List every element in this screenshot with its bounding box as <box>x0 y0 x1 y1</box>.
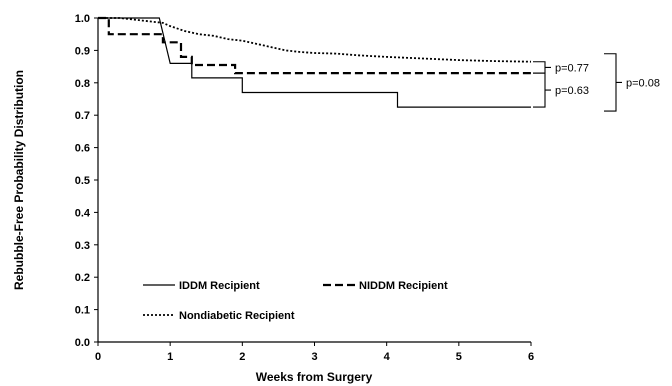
p-value-brackets: p=0.77 p=0.63 p=0.08 <box>533 53 660 112</box>
x-ticks: 0 1 2 3 4 5 6 <box>95 342 534 363</box>
x-axis-title: Weeks from Surgery <box>256 370 373 384</box>
y-tick-label: 0.1 <box>75 305 90 317</box>
x-tick-label: 1 <box>167 351 173 363</box>
p-bracket-3 <box>604 53 622 112</box>
y-ticks: 0.0 0.1 0.2 0.3 0.4 0.5 0.6 0.7 0.8 0.9 1.0 <box>75 13 98 349</box>
p-bracket-1 <box>533 61 551 74</box>
y-tick-label: 0.4 <box>75 207 91 219</box>
legend-label-niddm-recipient: NIDDM Recipient <box>359 280 448 292</box>
y-tick-label: 0.0 <box>75 337 90 349</box>
series-line-niddm-recipient <box>98 16 531 75</box>
p-value-label-2: p=0.63 <box>555 85 589 97</box>
x-tick-label: 3 <box>311 351 317 363</box>
y-tick-label: 0.7 <box>75 110 90 122</box>
y-tick-label: 0.2 <box>75 272 90 284</box>
y-tick-label: 0.3 <box>75 240 90 252</box>
y-tick-label: 0.5 <box>75 175 90 187</box>
x-tick-label: 2 <box>239 351 245 363</box>
x-tick-label: 6 <box>528 351 534 363</box>
p-value-label-3: p=0.08 <box>626 77 660 89</box>
y-tick-label: 0.6 <box>75 143 90 155</box>
series-line-nondiabetic-recipient <box>98 17 532 63</box>
x-tick-label: 4 <box>384 351 391 363</box>
p-bracket-2 <box>533 72 551 108</box>
y-tick-label: 0.8 <box>75 78 90 90</box>
y-tick-label: 1.0 <box>75 13 90 25</box>
p-value-label-1: p=0.77 <box>555 62 589 74</box>
axes <box>97 18 531 343</box>
legend-label-nondiabetic-recipient: Nondiabetic Recipient <box>179 310 295 322</box>
legend: IDDM Recipient NIDDM Recipient Nondiabetic… <box>143 280 448 322</box>
y-tick-label: 0.9 <box>75 45 90 57</box>
x-tick-label: 0 <box>95 351 101 363</box>
series-line-iddm-recipient <box>98 17 531 108</box>
series-group <box>98 16 532 108</box>
y-axis-title: Rebubble-Free Probability Distribution <box>12 70 26 290</box>
x-tick-label: 5 <box>456 351 462 363</box>
legend-label-iddm-recipient: IDDM Recipient <box>179 280 260 292</box>
